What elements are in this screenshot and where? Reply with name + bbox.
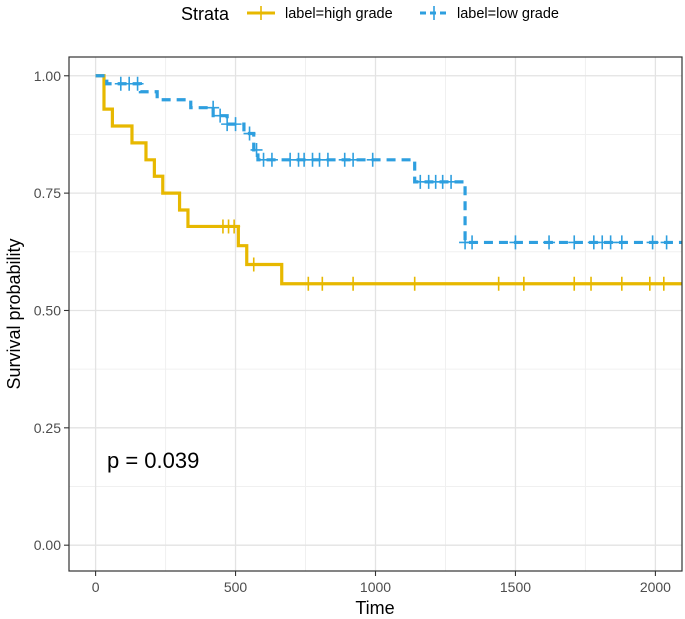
x-tick-label: 1500 [500, 579, 531, 595]
censor-mark-label-low-grade [321, 152, 334, 167]
censor-mark-label-low-grade [214, 108, 227, 123]
censor-mark-label-low-grade [466, 235, 479, 250]
legend-key-low-grade [420, 6, 448, 20]
censor-mark-label-high-grade [517, 276, 530, 291]
censor-mark-label-low-grade [615, 235, 628, 250]
censor-mark-label-high-grade [347, 276, 360, 291]
censor-mark-label-low-grade [131, 76, 144, 91]
censor-mark-label-high-grade [408, 276, 421, 291]
censor-mark-label-high-grade [228, 219, 241, 234]
y-tick-label: 0.00 [34, 537, 61, 553]
censor-mark-label-high-grade [247, 257, 260, 272]
censor-mark-label-high-grade [643, 276, 656, 291]
censor-mark-label-low-grade [243, 126, 256, 141]
censor-mark-label-low-grade [347, 152, 360, 167]
x-tick-label: 500 [224, 579, 248, 595]
censor-mark-label-high-grade [657, 276, 670, 291]
y-axis-label: Survival probability [4, 238, 24, 389]
series-layer [95, 74, 682, 291]
legend-label-low-grade: label=low grade [457, 6, 559, 22]
censor-mark-label-low-grade [660, 235, 673, 250]
x-tick-label: 2000 [640, 579, 671, 595]
censor-mark-label-high-grade [302, 276, 315, 291]
x-tick-label: 0 [92, 579, 100, 595]
censor-mark-label-low-grade [250, 142, 263, 157]
censor-mark-label-high-grade [316, 276, 329, 291]
legend: Strata label=high grade label=low grade [181, 4, 559, 24]
y-tick-label: 0.25 [34, 420, 61, 436]
y-tick-label: 1.00 [34, 68, 61, 84]
p-value-annotation: p = 0.039 [107, 448, 199, 473]
censor-mark-label-high-grade [492, 276, 505, 291]
censor-mark-label-low-grade [445, 174, 458, 189]
censor-mark-label-low-grade [604, 235, 617, 250]
censor-mark-label-low-grade [265, 152, 278, 167]
y-axis: 0.00 0.25 0.50 0.75 1.00 [34, 68, 69, 553]
legend-label-high-grade: label=high grade [285, 6, 393, 22]
censor-mark-label-low-grade [207, 100, 220, 115]
censor-mark-label-low-grade [543, 235, 556, 250]
survival-curve-label-low-grade [95, 74, 682, 245]
x-axis-label: Time [355, 598, 394, 618]
x-tick-label: 1000 [360, 579, 391, 595]
censor-mark-label-high-grade [568, 276, 581, 291]
censor-mark-label-low-grade [509, 235, 522, 250]
legend-key-high-grade [247, 6, 275, 20]
censor-mark-label-low-grade [229, 117, 242, 132]
y-tick-label: 0.50 [34, 302, 61, 318]
legend-title: Strata [181, 4, 230, 24]
censor-mark-label-high-grade [585, 276, 598, 291]
y-tick-label: 0.75 [34, 185, 61, 201]
x-axis: 0 500 1000 1500 2000 [92, 571, 671, 595]
censor-mark-label-high-grade [615, 276, 628, 291]
censor-mark-label-low-grade [646, 235, 659, 250]
censor-mark-label-low-grade [366, 152, 379, 167]
censor-mark-label-low-grade [568, 235, 581, 250]
survival-curve-label-high-grade [95, 74, 682, 286]
